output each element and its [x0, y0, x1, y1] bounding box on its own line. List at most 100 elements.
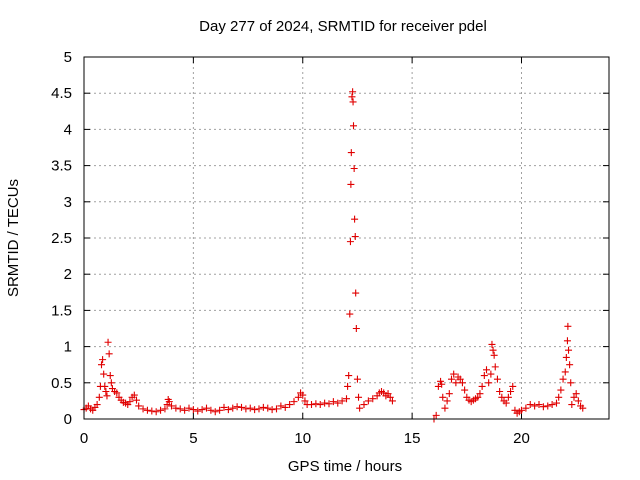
- x-tick-labels: 0 5 10 15 20: [80, 430, 530, 447]
- data-point: [531, 402, 539, 410]
- data-point: [553, 399, 560, 407]
- data-point: [312, 400, 320, 408]
- data-point: [360, 401, 368, 409]
- data-point: [349, 88, 357, 96]
- data-point: [207, 406, 215, 414]
- data-point: [126, 398, 134, 406]
- y-tick-label: 2.5: [51, 230, 72, 247]
- data-point: [345, 372, 353, 380]
- data-point: [224, 406, 232, 414]
- data-point: [507, 387, 515, 395]
- data-point: [334, 399, 342, 407]
- data-point: [194, 407, 202, 415]
- data-point: [355, 393, 363, 401]
- data-point: [347, 180, 355, 188]
- data-point: [329, 398, 337, 406]
- data-point: [352, 289, 360, 297]
- data-point: [286, 401, 294, 409]
- data-point: [548, 401, 556, 409]
- data-point: [135, 402, 143, 410]
- data-point: [526, 401, 534, 409]
- data-point: [172, 404, 180, 412]
- data-point: [299, 391, 307, 399]
- data-point: [439, 393, 447, 401]
- data-point: [498, 393, 506, 401]
- data-point: [487, 370, 495, 378]
- y-tick-label: 1: [64, 339, 72, 356]
- x-tick-label: 5: [189, 430, 197, 447]
- data-point: [485, 379, 493, 387]
- data-point: [438, 380, 446, 388]
- data-point: [535, 401, 543, 409]
- data-point: [565, 346, 573, 354]
- data-point: [273, 405, 280, 413]
- data-point: [290, 398, 298, 406]
- data-point: [555, 393, 563, 401]
- data-point: [107, 379, 115, 387]
- data-point: [349, 98, 357, 106]
- data-point: [452, 379, 460, 387]
- data-point: [325, 400, 333, 408]
- data-point: [478, 382, 486, 390]
- data-point: [504, 393, 512, 401]
- data-point: [488, 340, 496, 348]
- data-point: [101, 382, 109, 390]
- data-point: [133, 396, 140, 404]
- data-point: [352, 325, 360, 332]
- data-point: [491, 363, 499, 371]
- data-point: [561, 368, 569, 376]
- data-point: [255, 405, 263, 413]
- data-point: [152, 408, 160, 416]
- data-point: [346, 238, 354, 246]
- data-point: [165, 398, 173, 406]
- y-tick-label: 5: [64, 49, 72, 66]
- data-point: [139, 405, 147, 413]
- data-point: [476, 390, 484, 398]
- data-point: [461, 386, 469, 394]
- data-point: [557, 386, 565, 394]
- y-tick-label: 4: [64, 121, 72, 138]
- data-point: [490, 351, 498, 359]
- data-point: [496, 387, 504, 395]
- x-tick-label: 20: [513, 430, 530, 447]
- data-point: [189, 406, 197, 414]
- data-point: [563, 337, 571, 345]
- data-point: [106, 372, 114, 380]
- chart-title: Day 277 of 2024, SRMTID for receiver pde…: [199, 18, 487, 35]
- data-point: [99, 356, 107, 364]
- data-point: [437, 377, 445, 385]
- data-point: [238, 403, 245, 411]
- y-axis-title: SRMTID / TECUs: [5, 179, 22, 297]
- data-point: [344, 382, 352, 390]
- data-point: [369, 395, 377, 403]
- data-point: [113, 389, 121, 397]
- data-point: [432, 411, 440, 419]
- data-point: [264, 404, 272, 412]
- data-point: [259, 403, 267, 411]
- data-point: [448, 375, 455, 383]
- data-point: [346, 310, 354, 318]
- data-point: [502, 399, 510, 407]
- grid-lines: [84, 57, 609, 419]
- y-tick-label: 4.5: [51, 85, 72, 102]
- plot-frame: [83, 56, 610, 420]
- y-tick-label: 0.5: [51, 375, 72, 392]
- y-tick-label: 2: [64, 266, 72, 283]
- data-point: [386, 393, 394, 401]
- data-point: [229, 404, 237, 412]
- data-point: [544, 402, 552, 410]
- data-point: [161, 405, 169, 413]
- data-point: [493, 375, 501, 383]
- x-tick-label: 15: [404, 430, 421, 447]
- y-tick-label: 3.5: [51, 158, 72, 175]
- data-point: [456, 375, 464, 383]
- data-point: [103, 392, 111, 400]
- data-point: [143, 406, 151, 414]
- data-point: [518, 406, 525, 414]
- data-point: [450, 370, 458, 378]
- data-point: [316, 401, 324, 409]
- data-point: [579, 404, 587, 412]
- data-point: [104, 338, 112, 346]
- data-point: [574, 397, 582, 405]
- data-point: [566, 361, 574, 369]
